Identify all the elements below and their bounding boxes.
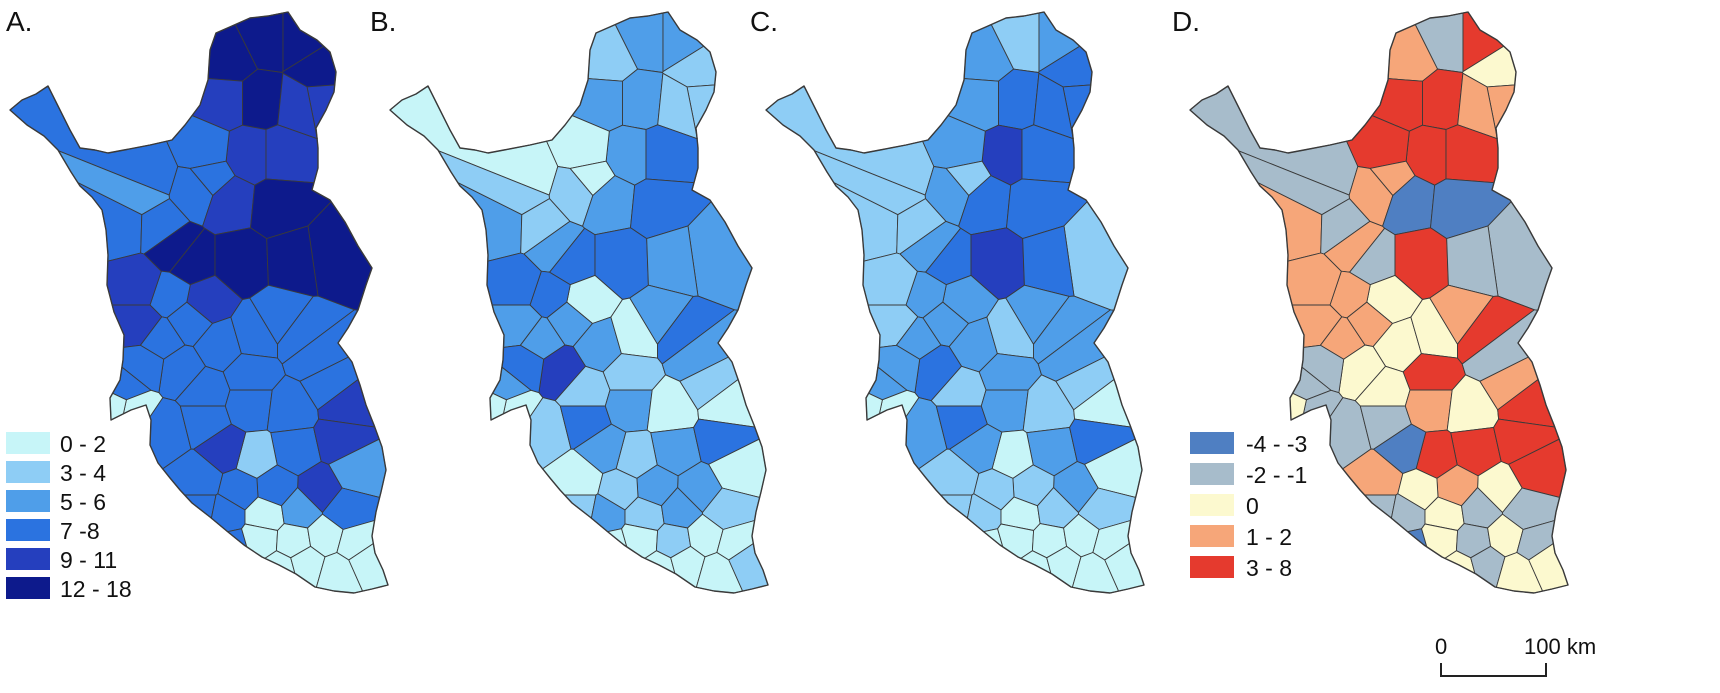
legend-label: 9 - 11 (60, 547, 117, 573)
municipality-region (1348, 166, 1394, 227)
region-outline (1189, 11, 1569, 594)
legend-swatch (1190, 463, 1234, 485)
municipality-region (184, 494, 217, 519)
municipality-region (1364, 494, 1397, 519)
map-panel-b: B. (370, 6, 769, 594)
legend-swatch (6, 490, 50, 512)
region-outline (389, 11, 769, 594)
legend-label: -2 - -1 (1246, 462, 1307, 488)
legend-label: 12 - 18 (60, 576, 132, 602)
legend-swatch (6, 577, 50, 599)
legend-swatch (6, 548, 50, 570)
panel-label: A. (6, 6, 32, 37)
region-outline (9, 11, 389, 594)
legend-left: 0 - 2 3 - 4 5 - 6 7 -8 9 - 11 12 - 18 (6, 431, 132, 602)
municipality-region (564, 494, 597, 519)
panel-label: B. (370, 6, 396, 37)
region-outline (765, 11, 1145, 594)
legend-swatch (1190, 525, 1234, 547)
legend-label: 3 - 8 (1246, 555, 1292, 581)
legend-right: -4 - -3 -2 - -1 0 1 - 2 3 - 8 (1190, 431, 1307, 581)
municipality-region (548, 166, 594, 227)
municipality-region (998, 68, 1040, 130)
municipality-region (168, 166, 214, 227)
map-panel-d: D. (1172, 6, 1569, 594)
legend-swatch (1190, 494, 1234, 516)
legend-label: 0 (1246, 493, 1259, 519)
map-panel-c: C. (750, 6, 1145, 594)
map-panels: A. B. C. D. (6, 6, 1569, 594)
panel-label: D. (1172, 6, 1200, 37)
map-panel-a: A. (6, 6, 389, 594)
municipality-region (1422, 68, 1464, 130)
legend-swatch (1190, 432, 1234, 454)
scale-end-label: 100 km (1524, 634, 1596, 659)
panel-label: C. (750, 6, 778, 37)
legend-label: 0 - 2 (60, 431, 106, 457)
scale-start-label: 0 (1435, 634, 1447, 659)
legend-swatch (1190, 556, 1234, 578)
legend-swatch (6, 461, 50, 483)
legend-label: 1 - 2 (1246, 524, 1292, 550)
legend-swatch (6, 432, 50, 454)
municipality-region (242, 68, 284, 130)
legend-label: -4 - -3 (1246, 431, 1307, 457)
legend-label: 3 - 4 (60, 460, 106, 486)
legend-label: 5 - 6 (60, 489, 106, 515)
municipality-region (924, 166, 970, 227)
legend-label: 7 -8 (60, 518, 100, 544)
scale-bar: 0 100 km (1435, 634, 1596, 677)
legend-swatch (6, 519, 50, 541)
municipality-region (940, 494, 973, 519)
municipality-region (622, 68, 664, 130)
